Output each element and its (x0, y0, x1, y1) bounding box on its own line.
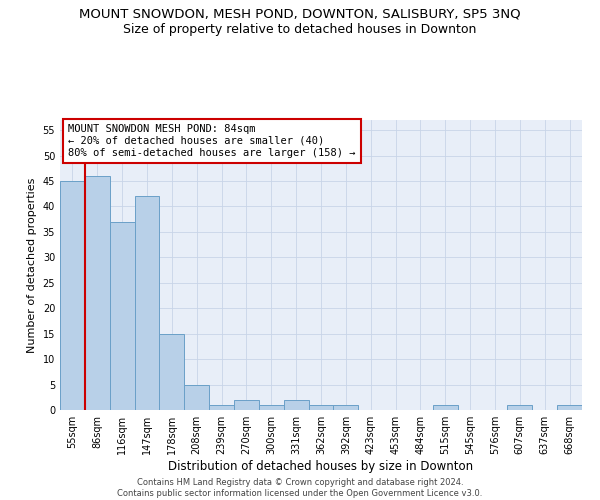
Bar (259, 405, 284, 410)
Bar (234, 400, 259, 410)
Y-axis label: Number of detached properties: Number of detached properties (27, 178, 37, 352)
Bar (110, 222, 134, 410)
Bar (308, 405, 334, 410)
Bar (508, 405, 532, 410)
Bar (334, 405, 358, 410)
Bar (433, 405, 458, 410)
Bar (284, 400, 308, 410)
Bar (85, 176, 110, 410)
Text: MOUNT SNOWDON, MESH POND, DOWNTON, SALISBURY, SP5 3NQ: MOUNT SNOWDON, MESH POND, DOWNTON, SALIS… (79, 8, 521, 20)
Bar (134, 196, 160, 410)
Bar (184, 384, 209, 410)
Bar (60, 181, 85, 410)
Bar (557, 405, 582, 410)
Bar (209, 405, 234, 410)
Text: Contains HM Land Registry data © Crown copyright and database right 2024.
Contai: Contains HM Land Registry data © Crown c… (118, 478, 482, 498)
Text: Size of property relative to detached houses in Downton: Size of property relative to detached ho… (124, 22, 476, 36)
Bar (160, 334, 184, 410)
X-axis label: Distribution of detached houses by size in Downton: Distribution of detached houses by size … (169, 460, 473, 473)
Text: MOUNT SNOWDON MESH POND: 84sqm
← 20% of detached houses are smaller (40)
80% of : MOUNT SNOWDON MESH POND: 84sqm ← 20% of … (68, 124, 355, 158)
